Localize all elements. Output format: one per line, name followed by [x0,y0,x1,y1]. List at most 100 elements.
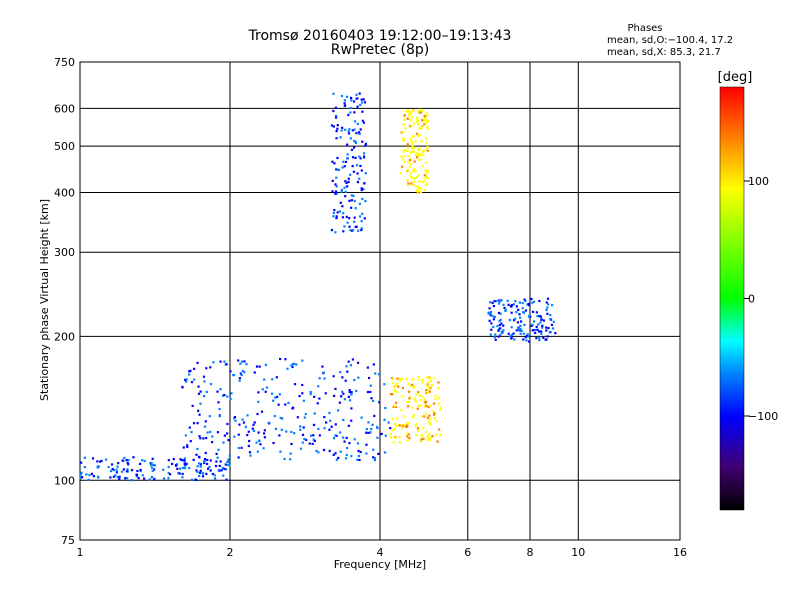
data-point [313,412,316,415]
data-point [526,303,529,306]
data-point [215,452,218,455]
data-point [312,434,315,437]
data-point [251,427,254,430]
data-point [167,477,170,480]
y-tick-label: 100 [54,474,75,487]
data-point [305,438,308,442]
data-point [364,142,368,146]
data-point [508,318,511,322]
data-point [141,474,144,477]
data-point [417,123,420,126]
data-point [217,401,220,404]
data-point [262,447,265,450]
x-axis-label: Frequency [MHz] [334,558,426,571]
data-point [153,464,156,467]
data-point [426,128,429,131]
data-point [243,360,246,363]
data-point [411,378,414,381]
data-point [350,419,353,422]
data-point [233,415,237,419]
data-point [323,415,326,419]
data-point [495,299,498,303]
data-point [406,439,409,442]
data-point [247,430,250,433]
data-point [383,418,386,421]
data-point [547,303,550,306]
data-point [423,415,426,418]
data-point [345,95,349,98]
data-point [408,436,411,440]
data-point [263,436,266,439]
data-point [364,144,367,147]
data-point [132,456,135,459]
data-point [401,424,405,428]
data-point [428,376,432,379]
data-point [423,401,426,404]
data-point [433,412,436,415]
data-point [181,466,185,470]
data-point [192,422,196,425]
data-point [360,98,363,101]
data-point [491,301,494,304]
data-point [204,451,207,455]
data-point [99,460,102,463]
data-point [412,135,415,138]
colorbar-gradient [719,86,745,511]
data-point [519,332,522,335]
data-point [409,172,412,175]
data-point [353,220,356,223]
data-point [422,150,425,153]
data-point [398,441,401,444]
data-point [365,427,369,431]
data-point [202,375,206,378]
data-point [167,465,170,469]
data-point [551,327,555,330]
data-point [526,333,529,336]
data-point [333,208,336,212]
data-point [415,132,418,135]
data-point [502,303,505,306]
data-point [419,190,422,193]
data-point [242,421,246,424]
data-point [351,358,354,361]
data-point [416,117,419,120]
data-point [334,114,338,118]
data-point [345,453,348,457]
data-point [409,113,412,116]
data-point [410,162,413,166]
data-point [335,458,338,461]
data-point [90,472,94,475]
data-point [424,169,427,172]
data-point [185,378,188,381]
data-point [421,119,424,122]
data-point [83,466,86,469]
data-point [364,172,367,175]
data-point [350,106,353,110]
data-point [321,365,324,368]
data-point [537,323,540,326]
data-point [425,175,428,178]
data-point [332,437,336,440]
data-point [208,415,211,418]
data-point [264,390,267,393]
data-point [349,111,352,114]
data-point [141,459,144,462]
data-point [489,301,492,304]
data-point [233,417,236,420]
data-point [407,382,410,386]
data-point [198,435,201,438]
data-point [126,468,129,471]
data-point [302,399,306,402]
data-point [434,394,437,397]
data-point [348,199,351,202]
data-point [241,369,244,373]
y-tick-label: 200 [54,330,75,343]
data-point [413,177,416,180]
data-point [423,398,426,401]
data-point [291,363,294,366]
data-point [391,378,394,381]
data-point [218,415,221,418]
data-point [542,336,545,339]
data-point [202,395,206,398]
data-point [150,466,154,469]
